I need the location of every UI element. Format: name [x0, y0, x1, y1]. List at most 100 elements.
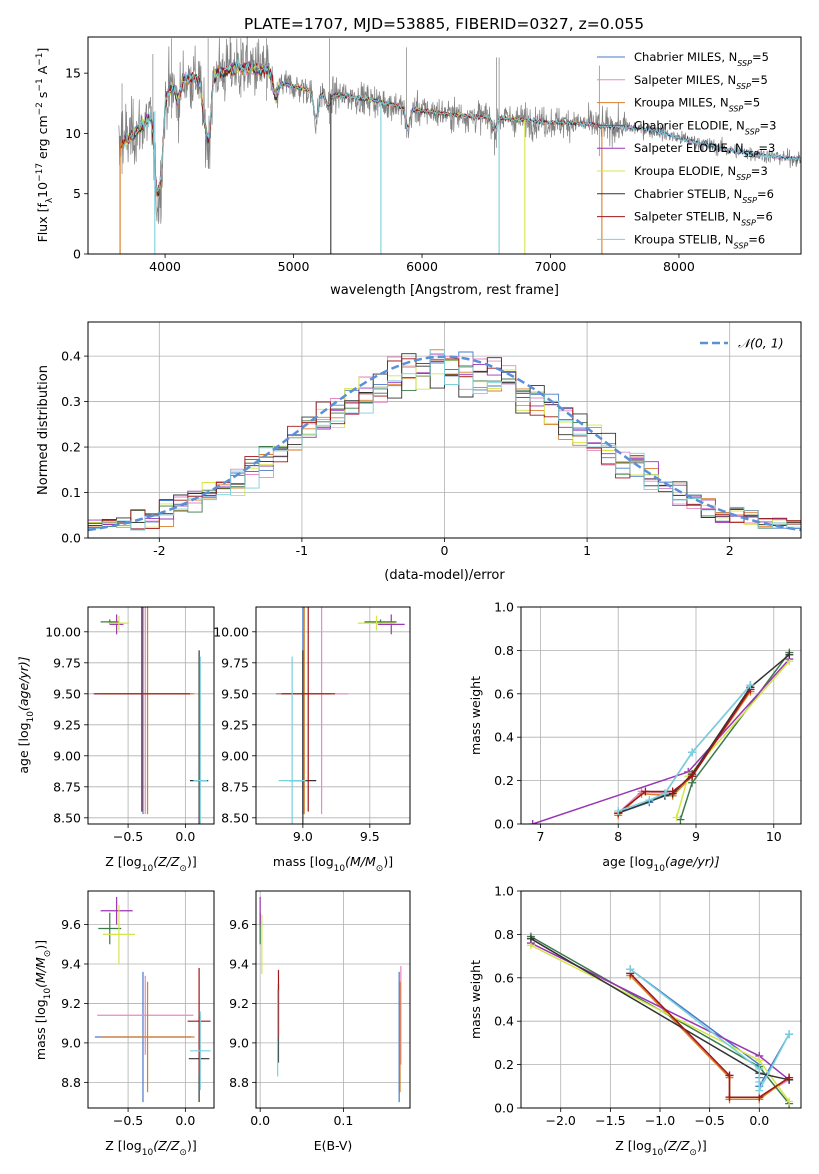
axes: −0.5 0.0 8.8 9.0 9.2 9.4 9.6 [61, 891, 214, 1128]
plot-area [259, 896, 402, 1103]
data-point-marker [755, 1056, 764, 1065]
legend-nssp-prefix: , N [720, 164, 736, 178]
x-tick-label: 4000 [149, 259, 181, 274]
legend-nssp-prefix: , N [729, 118, 745, 132]
legend-entry: 𝒩(0, 1) [738, 336, 784, 351]
data-point-marker [526, 934, 535, 943]
plot-area [94, 896, 211, 1103]
y-tick-label: 0.2 [61, 440, 81, 455]
data-point-marker [725, 1071, 734, 1080]
legend-entry: Salpeter MILES, NSSP=5 [634, 73, 768, 91]
legend-nssp-eq: = [752, 50, 762, 64]
series-line [675, 660, 790, 818]
label-part: 10 [334, 864, 346, 874]
data-point-marker [746, 681, 755, 690]
y-tick-label: 9.00 [221, 748, 249, 763]
y-tick-label: 9.75 [221, 655, 249, 670]
residual-histogram-chabrier-stelib [88, 353, 801, 527]
y-tick-label: 9.0 [229, 1035, 249, 1050]
series-salpeter-stelib [614, 685, 755, 818]
model-spectrum-kroupa-elodie [123, 63, 526, 196]
y-tick-label: 8.50 [221, 810, 249, 825]
legend-entry: Salpeter ELODIE, NSSP=3 [634, 141, 775, 159]
label-part: ] [35, 48, 50, 53]
legend-nssp-value: 5 [760, 73, 767, 87]
legend-entry: Kroupa MILES, NSSP=5 [634, 96, 760, 114]
x-tick-label: 10 [766, 829, 782, 844]
data-point-marker [626, 965, 635, 974]
plot-area [526, 932, 794, 1108]
x-tick-label: 8 [614, 829, 622, 844]
x-tick-label: 9.0 [293, 829, 313, 844]
label-part: )] [187, 854, 197, 869]
y-tick-label: 0.6 [494, 970, 514, 985]
y-tick-label: 5 [73, 186, 81, 201]
legend-nssp-eq: = [743, 96, 753, 110]
legend-nssp-sub: SSP [737, 59, 752, 68]
data-point-marker [785, 1073, 794, 1082]
x-tick-label: 0.0 [749, 1113, 769, 1128]
legend-nssp-prefix: , N [726, 187, 742, 201]
y-tick-label: 0.2 [494, 773, 514, 788]
errorbar-kroupa-miles [100, 981, 195, 1093]
model-spectrum-kroupa-stelib [123, 58, 801, 193]
series-kroupa-elodie [672, 657, 794, 822]
x-tick-label: −0.5 [694, 1113, 724, 1128]
plot-frame [520, 606, 802, 825]
age-vs-mass-panel: 9.0 9.5 8.50 8.75 9.00 9.25 9.50 9.75 10.00 mass … [213, 606, 411, 874]
y-tick-label: 1.0 [494, 884, 514, 899]
legend-entry: Chabrier ELODIE, NSSP=3 [634, 118, 776, 136]
data-point-marker [785, 1097, 794, 1106]
data-point-marker [725, 1093, 734, 1102]
x-tick-label: 0.0 [175, 1113, 195, 1128]
errorbar-chabrier-elodie [98, 912, 122, 945]
age-vs-metallicity-panel: −0.5 0.0 8.50 8.75 9.00 9.25 9.50 9.75 10.00 Z [l… [16, 606, 215, 874]
label-part: mass [log [273, 854, 334, 869]
y-tick-label: 0.3 [61, 394, 81, 409]
data-point-marker [755, 1086, 764, 1095]
y-tick-label: 9.4 [61, 956, 81, 971]
label-part: ⊙ [43, 950, 53, 958]
plot-frame [87, 36, 802, 255]
mass-weight-vs-age-panel: 7 8 9 10 0.0 0.2 0.4 0.6 0.8 1.0 mass weight age [l… [468, 600, 802, 874]
data-point-marker [755, 1064, 764, 1073]
y-tick-label: 10 [65, 126, 81, 141]
legend-nssp-eq: = [757, 187, 767, 201]
y-tick-label: 9.0 [61, 1035, 81, 1050]
label-part: (M/M [33, 957, 48, 988]
label-part: )] [697, 1138, 707, 1153]
mass-vs-ebv-panel: 0.0 0.1 8.8 9.0 9.2 9.4 9.6 E(B-V) [229, 890, 411, 1153]
series-kroupa-stelib [614, 681, 755, 815]
legend-entry: Kroupa STELIB, NSSP=6 [634, 232, 765, 250]
y-tick-label: 9.75 [53, 655, 81, 670]
label-part: erg cm [35, 115, 50, 163]
x-tick-label: 0.1 [333, 1113, 353, 1128]
x-tick-label: 9 [692, 829, 700, 844]
label-part: 10 [654, 864, 666, 874]
legend-series-name: Chabrier STELIB [634, 187, 726, 201]
legend-series-name: Salpeter MILES [634, 73, 720, 87]
mass-weight-vs-metallicity-panel: −2.0 −1.5 −1.0 −0.5 0.0 0.0 0.2 0.4 0.6 0.8 1.0 mas… [468, 884, 802, 1158]
plot-area [276, 607, 405, 824]
errorbar-kroupa-elodie [108, 615, 130, 631]
x-tick-label: -1 [296, 543, 308, 558]
x-tick-label: −1.0 [645, 1113, 675, 1128]
legend-nssp-prefix: , N [725, 210, 741, 224]
label-part: 10 [26, 711, 36, 723]
errorbar-salpeter-stelib [187, 967, 211, 1075]
label-part: )] [383, 854, 393, 869]
legend-nssp-value: 3 [760, 164, 767, 178]
y-tick-label: 8.8 [61, 1075, 81, 1090]
x-tick-label: 0.0 [250, 1113, 270, 1128]
x-tick-label: 7000 [535, 259, 567, 274]
errorbar-salpeter-stelib [281, 607, 336, 812]
label-part: ⊙ [689, 1148, 697, 1158]
y-axis-label: mass weight [468, 960, 483, 1039]
label-part: 10 [142, 864, 154, 874]
mass-vs-metallicity-panel: −0.5 0.08.89.09.29.49.6Z [log10(Z/Z⊙)]mas… [33, 890, 215, 1158]
y-axis-label: age [log10(age/yr)] [16, 656, 36, 773]
x-axis-label: Z [log10(Z/Z⊙)] [105, 854, 196, 874]
y-tick-label: 8.75 [53, 779, 81, 794]
label-part: −17 [35, 163, 45, 182]
